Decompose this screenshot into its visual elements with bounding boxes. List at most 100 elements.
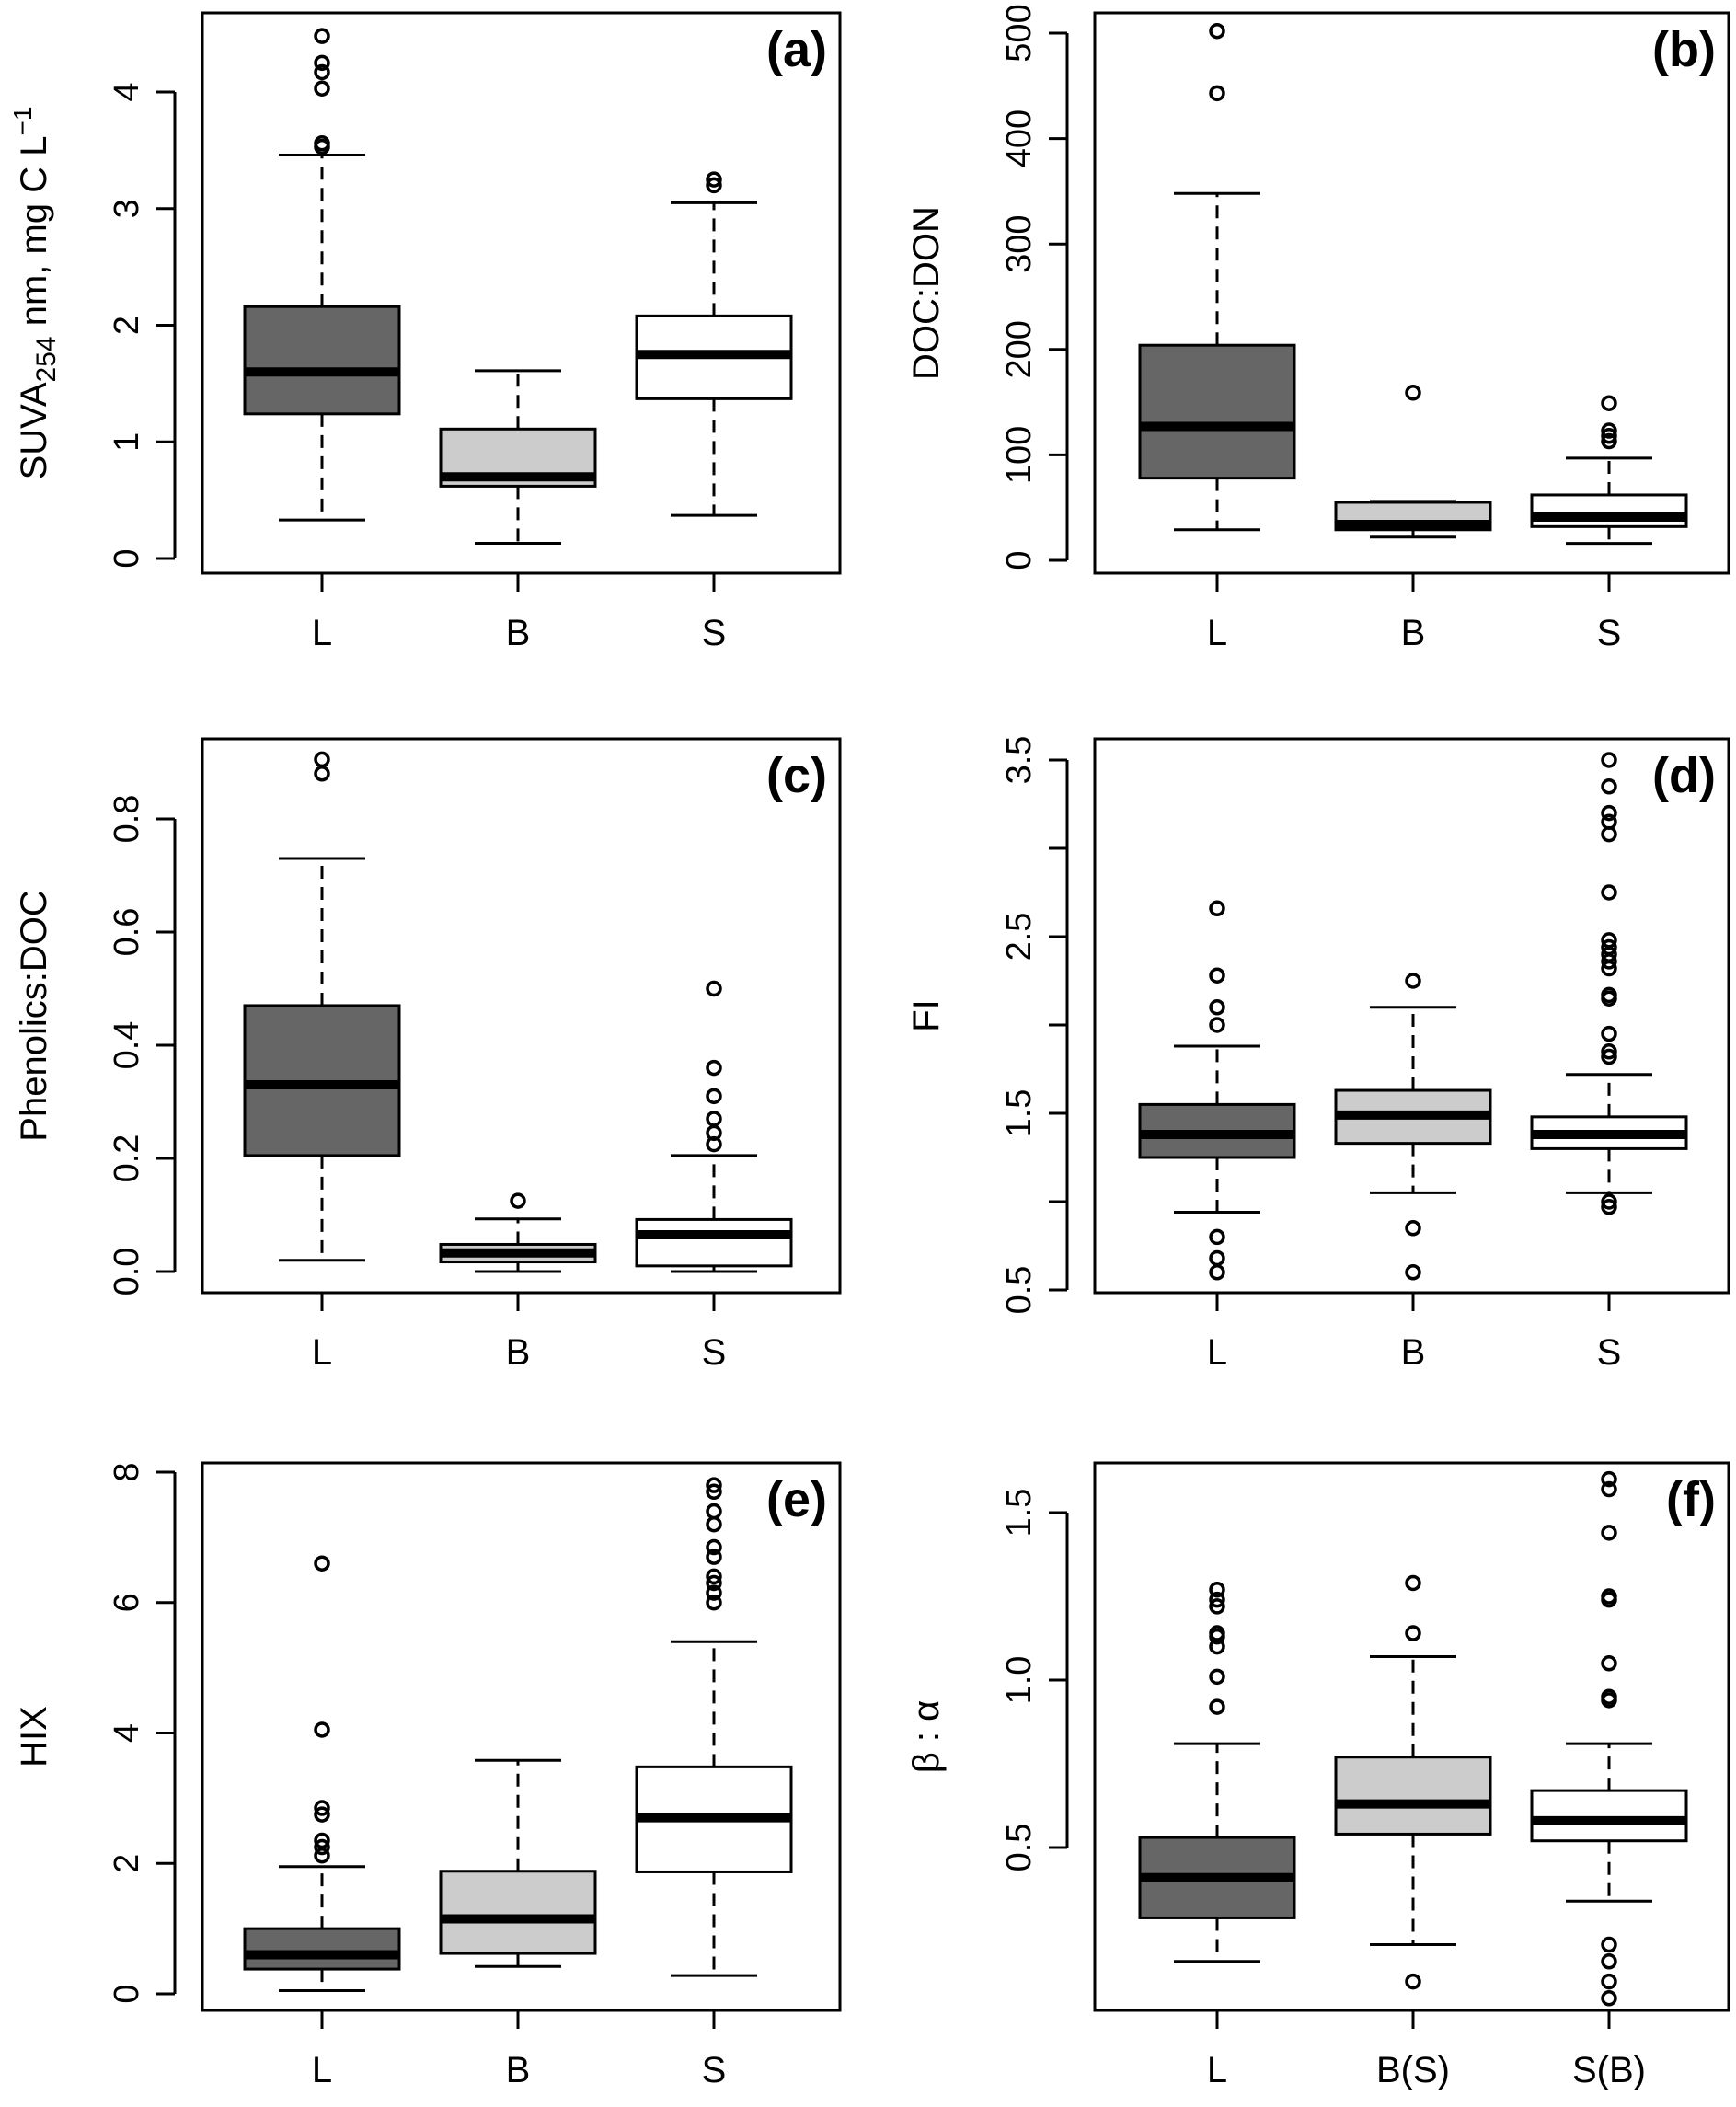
panel-b: (b) 0 100 200 300 400 500 DOC:DON L B S: [906, 4, 1730, 653]
outlier-point: [314, 1800, 330, 1816]
outlier-point: [1601, 395, 1617, 411]
box-S: [1530, 752, 1688, 1215]
plot-frame: [201, 11, 842, 575]
x-tick-label: S: [702, 2050, 727, 2090]
outlier-point: [1209, 999, 1225, 1016]
outlier-point: [706, 1503, 722, 1520]
plot-frame: [201, 737, 842, 1295]
y-tick-label: 1.5: [1000, 1489, 1039, 1537]
box-iqr: [243, 305, 401, 416]
outlier-point: [1601, 813, 1617, 830]
y-axis-title: SUVA254 nm, mg C L−1: [8, 107, 62, 480]
box-iqr: [1530, 1789, 1688, 1843]
box-B: [1334, 385, 1492, 539]
outlier-point: [706, 177, 722, 194]
outlier-point: [1601, 932, 1617, 949]
x-tick-label: S: [702, 1332, 727, 1373]
outlier-point: [314, 63, 330, 81]
outlier-point: [1405, 385, 1421, 401]
panel-label: (a): [766, 22, 827, 77]
outlier-point: [314, 80, 330, 97]
y-axis-title: Phenolics:DOC: [14, 890, 54, 1141]
outlier-point: [1601, 1973, 1617, 1990]
y-axis-title-subscript: 254: [31, 336, 62, 382]
y-tick-label: 0: [1000, 550, 1039, 570]
outlier-point: [510, 1192, 526, 1209]
outlier-point: [1209, 1228, 1225, 1246]
outlier-point: [706, 171, 722, 188]
outlier-point: [706, 1549, 722, 1565]
outlier-point: [1601, 1480, 1617, 1498]
outlier-point: [1601, 1193, 1617, 1210]
y-tick-label: 2: [108, 1854, 146, 1873]
y-tick-label: 4: [108, 1723, 146, 1743]
outlier-point: [1601, 1936, 1617, 1953]
y-tick-label: 0: [108, 548, 146, 568]
outlier-point: [1601, 1990, 1617, 2007]
x-tick-label: B: [506, 2050, 531, 2090]
box-iqr: [1138, 343, 1296, 480]
outlier-point: [706, 1584, 722, 1601]
outlier-point: [1209, 1264, 1225, 1281]
outlier-point: [706, 1568, 722, 1585]
box-L: [243, 28, 401, 522]
outlier-point: [706, 1515, 722, 1533]
y-tick-label: 0.4: [108, 1021, 146, 1070]
outlier-point: [314, 28, 330, 44]
y-tick-label: 0.6: [108, 908, 146, 957]
outlier-point: [706, 1059, 722, 1077]
x-tick-label: L: [312, 1332, 332, 1373]
y-axis-title: β : α: [906, 1700, 947, 1773]
box-L: [243, 1555, 401, 1992]
y-axis-title: HIX: [14, 1706, 54, 1767]
outlier-point: [1405, 1625, 1421, 1641]
y-axis-title: DOC:DON: [906, 206, 947, 380]
outlier-point: [706, 1088, 722, 1105]
y-tick-label: 0.8: [108, 795, 146, 844]
plot-frame: [201, 1461, 842, 2012]
outlier-point: [1601, 1043, 1617, 1060]
x-tick-label: L: [1207, 1332, 1227, 1373]
outlier-point: [314, 1838, 330, 1856]
outlier-point: [1405, 1973, 1421, 1990]
box-iqr: [1334, 1756, 1492, 1836]
y-tick-label: 500: [1000, 4, 1039, 62]
outlier-point: [706, 1574, 722, 1592]
box-B: [439, 1758, 597, 1968]
outlier-point: [1601, 1655, 1617, 1672]
outlier-point: [1209, 22, 1225, 40]
outlier-point: [1601, 1199, 1617, 1215]
panel-label: (e): [766, 1472, 827, 1527]
outlier-point: [314, 1847, 330, 1864]
outlier-point: [1209, 1698, 1225, 1715]
outlier-point: [1405, 1574, 1421, 1592]
box-B: [439, 369, 597, 546]
y-tick-label: 0.0: [108, 1248, 146, 1296]
outlier-point: [706, 1538, 722, 1556]
x-tick-label: B: [1401, 1332, 1426, 1373]
y-tick-label: 4: [108, 82, 146, 101]
outlier-point: [706, 1483, 722, 1501]
x-tick-label: L: [312, 2050, 332, 2090]
outlier-point: [314, 1806, 330, 1823]
outlier-point: [1601, 804, 1617, 822]
box-S(B): [1530, 1470, 1688, 2007]
outlier-point: [1405, 1220, 1421, 1237]
outlier-point: [1209, 1598, 1225, 1615]
outlier-point: [314, 1832, 330, 1849]
box-S: [635, 980, 793, 1273]
y-tick-label: 3: [108, 199, 146, 218]
panel-label: (f): [1666, 1472, 1716, 1527]
outlier-point: [1405, 973, 1421, 989]
y-tick-label: 0.2: [108, 1134, 146, 1183]
panel-label: (d): [1652, 748, 1716, 803]
outlier-point: [1209, 85, 1225, 102]
outlier-point: [314, 1555, 330, 1572]
x-tick-label: S: [1597, 1332, 1622, 1373]
x-tick-label: S(B): [1572, 2050, 1646, 2090]
outlier-point: [1601, 1588, 1617, 1605]
outlier-point: [1209, 1668, 1225, 1686]
panel-label: (c): [766, 748, 827, 803]
x-tick-label: L: [312, 613, 332, 653]
